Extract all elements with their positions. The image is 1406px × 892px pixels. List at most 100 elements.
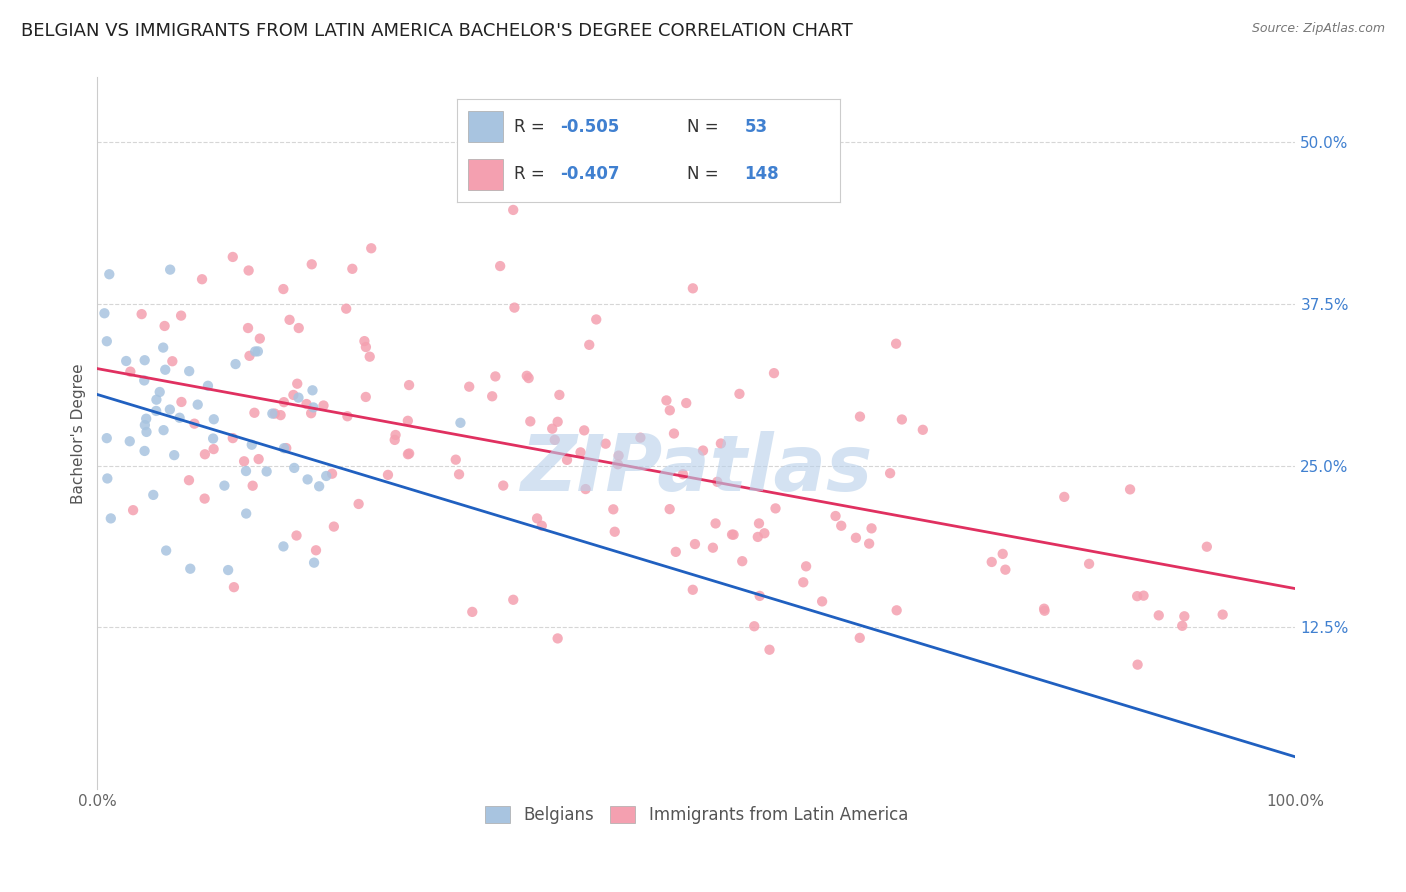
Point	[879, 467, 901, 481]
Point	[152, 423, 174, 437]
Point	[233, 454, 256, 468]
Point	[765, 501, 787, 516]
Point	[1126, 657, 1149, 672]
Point	[93, 306, 115, 320]
Point	[134, 374, 156, 388]
Point	[256, 465, 278, 479]
Point	[360, 241, 382, 255]
Point	[170, 309, 193, 323]
Legend: Belgians, Immigrants from Latin America: Belgians, Immigrants from Latin America	[475, 796, 918, 834]
Point	[194, 491, 217, 506]
Point	[911, 423, 934, 437]
Point	[122, 503, 145, 517]
Point	[544, 433, 567, 447]
Point	[748, 589, 770, 603]
Point	[484, 369, 506, 384]
Point	[489, 259, 512, 273]
Point	[886, 603, 908, 617]
Point	[115, 354, 138, 368]
Point	[710, 436, 733, 450]
Point	[301, 257, 323, 271]
Point	[177, 473, 200, 487]
Point	[246, 344, 269, 359]
Point	[247, 452, 270, 467]
Point	[359, 350, 381, 364]
Point	[96, 471, 118, 485]
Point	[263, 407, 285, 421]
Point	[692, 443, 714, 458]
Point	[723, 527, 745, 541]
Point	[503, 301, 526, 315]
Point	[118, 434, 141, 449]
Point	[890, 412, 912, 426]
Point	[142, 488, 165, 502]
Point	[169, 410, 191, 425]
Point	[276, 441, 298, 455]
Point	[120, 365, 142, 379]
Text: ZIPatlas: ZIPatlas	[520, 431, 873, 507]
Point	[569, 445, 592, 459]
Point	[273, 441, 295, 455]
Point	[384, 433, 406, 447]
Point	[135, 411, 157, 425]
Point	[1078, 557, 1101, 571]
Point	[502, 202, 524, 217]
Point	[354, 340, 377, 354]
Point	[335, 301, 357, 316]
Text: BELGIAN VS IMMIGRANTS FROM LATIN AMERICA BACHELOR'S DEGREE CORRELATION CHART: BELGIAN VS IMMIGRANTS FROM LATIN AMERICA…	[21, 22, 853, 40]
Point	[347, 497, 370, 511]
Point	[134, 444, 156, 458]
Point	[270, 408, 292, 422]
Point	[658, 502, 681, 516]
Point	[704, 516, 727, 531]
Point	[285, 376, 308, 391]
Point	[377, 467, 399, 482]
Point	[297, 472, 319, 486]
Point	[683, 537, 706, 551]
Point	[607, 449, 630, 463]
Point	[194, 447, 217, 461]
Point	[792, 575, 814, 590]
Point	[811, 594, 834, 608]
Point	[170, 395, 193, 409]
Point	[728, 387, 751, 401]
Point	[243, 406, 266, 420]
Point	[235, 507, 257, 521]
Point	[283, 388, 305, 402]
Point	[145, 404, 167, 418]
Point	[321, 467, 343, 481]
Point	[848, 631, 870, 645]
Point	[449, 416, 471, 430]
Point	[149, 384, 172, 399]
Point	[96, 431, 118, 445]
Point	[754, 526, 776, 541]
Point	[236, 321, 259, 335]
Point	[336, 409, 359, 424]
Point	[240, 438, 263, 452]
Point	[262, 407, 284, 421]
Point	[742, 619, 765, 633]
Point	[682, 582, 704, 597]
Point	[662, 426, 685, 441]
Point	[152, 341, 174, 355]
Point	[214, 478, 236, 492]
Point	[273, 395, 295, 409]
Point	[301, 384, 323, 398]
Point	[602, 502, 624, 516]
Point	[283, 461, 305, 475]
Point	[398, 378, 420, 392]
Point	[145, 392, 167, 407]
Point	[396, 414, 419, 428]
Point	[672, 467, 695, 482]
Point	[516, 368, 538, 383]
Point	[135, 425, 157, 439]
Point	[555, 453, 578, 467]
Point	[238, 349, 260, 363]
Point	[458, 380, 481, 394]
Point	[302, 556, 325, 570]
Point	[131, 307, 153, 321]
Point	[249, 332, 271, 346]
Point	[447, 467, 470, 482]
Point	[1147, 608, 1170, 623]
Point	[242, 479, 264, 493]
